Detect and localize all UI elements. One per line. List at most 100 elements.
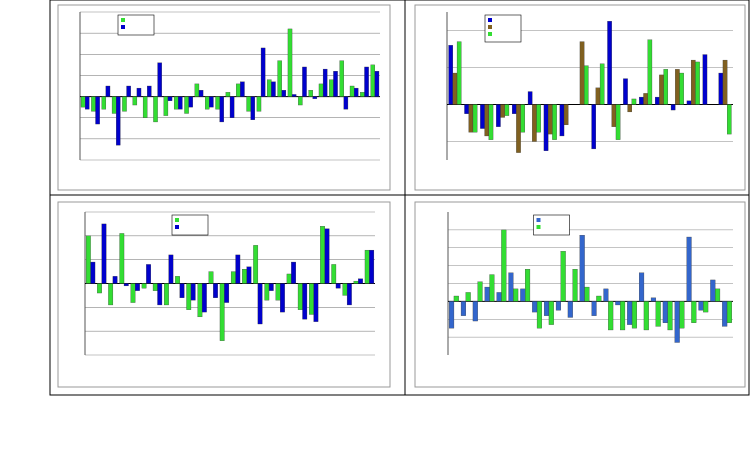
bar: [320, 226, 325, 284]
bar: [313, 283, 319, 322]
bar: [527, 91, 533, 105]
bar: [229, 96, 235, 118]
bar: [277, 60, 282, 97]
bar: [715, 288, 721, 302]
legend-swatch: [488, 32, 492, 36]
bar: [710, 279, 716, 302]
bar: [194, 83, 200, 97]
bar: [141, 283, 147, 289]
bar: [631, 301, 637, 329]
bar: [572, 269, 578, 302]
bar: [548, 301, 554, 325]
bar: [312, 96, 318, 99]
bar: [532, 104, 537, 142]
bar: [675, 69, 680, 105]
bar: [318, 83, 324, 97]
bar: [484, 286, 490, 302]
bar: [501, 229, 507, 302]
bar: [163, 96, 169, 116]
bar: [190, 283, 196, 301]
bar: [477, 281, 483, 302]
bar: [253, 245, 259, 284]
bar: [460, 301, 466, 316]
bar: [157, 62, 162, 97]
bar: [453, 295, 459, 302]
bar: [186, 283, 192, 310]
bar: [449, 301, 455, 329]
bar: [579, 235, 585, 302]
bar: [374, 71, 380, 97]
bar: [97, 283, 102, 294]
legend: [533, 214, 570, 236]
bar: [655, 301, 661, 327]
bar: [500, 104, 505, 118]
bar: [639, 96, 644, 105]
bar: [123, 283, 129, 287]
bar: [364, 249, 370, 284]
bar: [560, 251, 566, 302]
bar: [101, 96, 107, 110]
bar: [727, 104, 732, 135]
bar: [95, 96, 100, 125]
bar: [544, 301, 550, 316]
bar: [603, 288, 609, 302]
bar: [257, 283, 263, 325]
chart-frame: [414, 201, 746, 388]
bar: [608, 301, 614, 331]
bar: [91, 96, 96, 112]
bar: [108, 283, 114, 306]
bar: [291, 94, 297, 97]
bar: [674, 301, 680, 343]
bar: [324, 228, 330, 284]
bar: [555, 301, 561, 311]
bar: [122, 96, 127, 112]
bar: [663, 69, 669, 105]
bar: [702, 54, 708, 105]
bar: [369, 249, 375, 284]
bar: [112, 276, 118, 284]
bar: [468, 104, 474, 133]
bar: [346, 283, 352, 306]
legend: [117, 14, 155, 36]
bar: [596, 295, 602, 302]
legend: [171, 214, 209, 236]
bar: [691, 301, 697, 323]
bar: [567, 301, 573, 318]
bar: [532, 301, 538, 313]
bar: [153, 96, 158, 123]
bar: [595, 87, 601, 105]
bar: [627, 301, 633, 325]
bar: [219, 96, 224, 123]
bar: [205, 96, 210, 110]
bar: [175, 276, 180, 284]
bar: [659, 74, 664, 105]
bar: [508, 272, 514, 302]
bar: [615, 301, 621, 306]
bar: [599, 63, 605, 105]
bar: [329, 79, 334, 97]
legend-swatch: [175, 225, 179, 229]
bar: [579, 41, 585, 105]
bar: [90, 261, 96, 284]
bar: [308, 90, 313, 97]
bar: [281, 90, 287, 97]
bar: [703, 301, 709, 313]
bar: [364, 66, 369, 97]
bar: [286, 273, 292, 284]
bar: [147, 85, 152, 97]
bar: [662, 301, 668, 323]
bar: [679, 72, 684, 105]
bar: [201, 283, 207, 313]
bar: [620, 301, 626, 331]
bar: [209, 96, 214, 108]
bar: [235, 254, 241, 284]
bar: [260, 47, 266, 97]
bar: [627, 104, 632, 113]
bar: [516, 104, 521, 153]
bar: [525, 269, 531, 302]
bar: [654, 96, 660, 105]
bar: [188, 96, 193, 108]
bar: [146, 264, 151, 284]
bar: [302, 66, 307, 97]
